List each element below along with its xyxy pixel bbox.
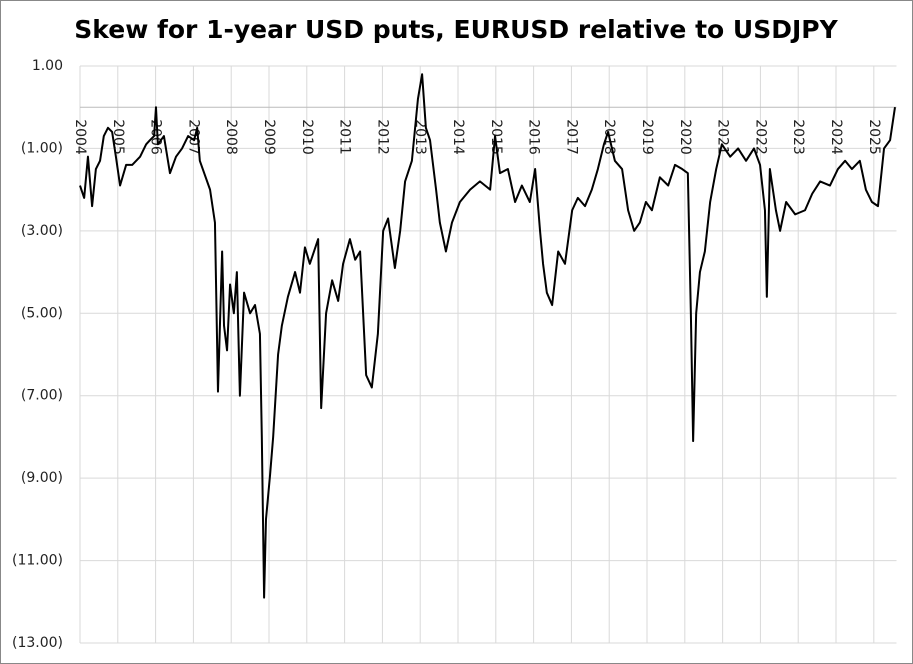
x-tick-label: 2004 <box>72 119 88 155</box>
x-tick-label: 2020 <box>677 119 693 155</box>
x-tick-label: 2006 <box>148 119 164 155</box>
y-tick-label: (1.00) <box>21 140 63 156</box>
x-tick-label: 2016 <box>526 119 542 155</box>
x-tick-label: 2017 <box>563 119 579 155</box>
x-tick-label: 2008 <box>223 119 239 155</box>
x-tick-label: 2009 <box>261 119 277 155</box>
x-tick-label: 2022 <box>752 119 768 155</box>
y-tick-label: (9.00) <box>21 470 63 486</box>
x-tick-label: 2010 <box>299 119 315 155</box>
chart-title: Skew for 1-year USD puts, EURUSD relativ… <box>74 15 838 44</box>
x-tick-label: 2021 <box>715 119 731 155</box>
x-tick-label: 2025 <box>866 119 882 155</box>
x-tick-label: 2023 <box>790 119 806 155</box>
x-tick-label: 2024 <box>828 119 844 155</box>
x-tick-label: 2011 <box>337 119 353 155</box>
x-tick-label: 2014 <box>450 119 466 155</box>
y-tick-label: (3.00) <box>21 223 63 239</box>
data-line <box>79 73 896 599</box>
y-tick-label: (11.00) <box>12 553 63 569</box>
y-tick-label: 1.00 <box>32 58 63 74</box>
x-tick-label: 2013 <box>412 119 428 155</box>
y-tick-label: (5.00) <box>21 305 63 321</box>
y-tick-label: (7.00) <box>21 388 63 404</box>
x-tick-label: 2019 <box>639 119 655 155</box>
x-tick-label: 2012 <box>374 119 390 155</box>
y-tick-label: (13.00) <box>12 635 63 651</box>
